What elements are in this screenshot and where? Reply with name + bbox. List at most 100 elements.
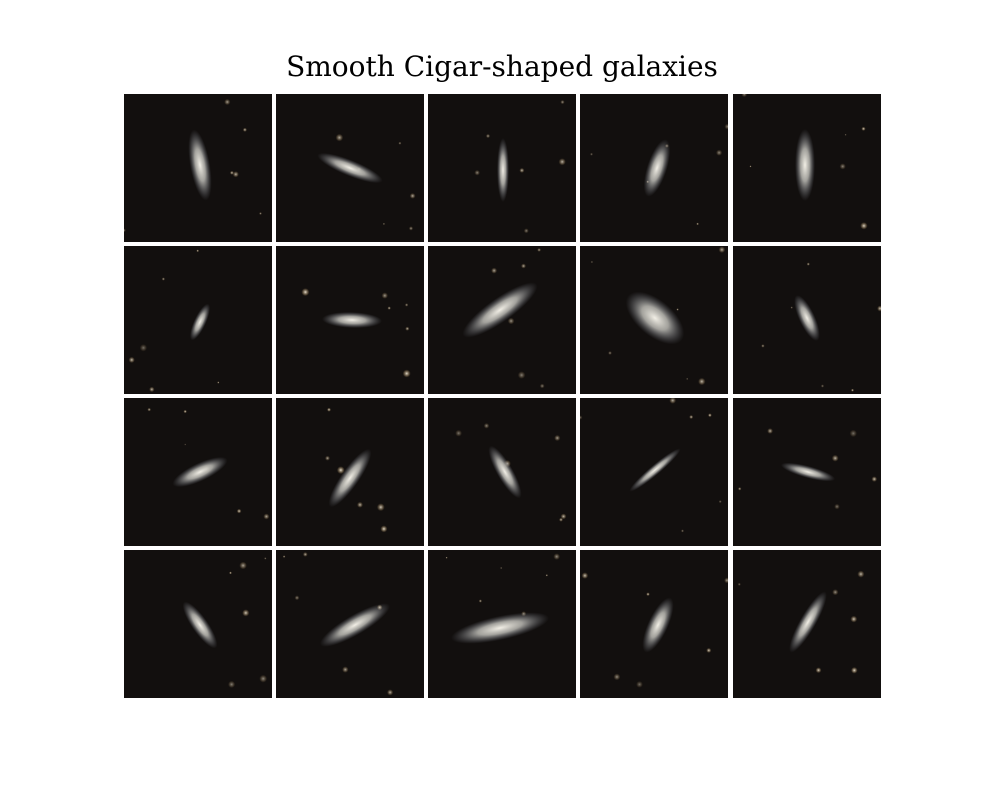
background-star <box>519 167 525 173</box>
background-star <box>539 383 545 389</box>
background-star <box>483 423 490 429</box>
background-star <box>857 570 865 578</box>
background-star <box>523 228 529 234</box>
galaxy <box>625 291 685 345</box>
background-star <box>521 263 526 269</box>
background-star <box>455 429 462 437</box>
background-star <box>741 94 748 98</box>
background-star <box>590 152 593 156</box>
background-star <box>183 409 187 414</box>
background-star <box>409 193 416 199</box>
galaxy-image <box>580 246 728 394</box>
background-star <box>839 163 846 170</box>
background-star <box>259 674 268 683</box>
background-star <box>236 508 242 514</box>
galaxy-image <box>428 94 576 242</box>
background-star <box>613 673 621 681</box>
background-star <box>327 407 331 412</box>
background-star <box>239 561 247 570</box>
background-star <box>357 501 363 508</box>
background-star <box>681 529 684 533</box>
background-star <box>560 513 567 520</box>
background-star <box>669 398 677 404</box>
background-star <box>387 306 391 310</box>
background-star <box>716 149 723 156</box>
background-star <box>676 308 679 311</box>
background-star <box>581 572 589 579</box>
background-star <box>706 647 712 653</box>
background-star <box>724 577 728 584</box>
galaxy <box>189 303 211 341</box>
background-star <box>646 592 650 596</box>
background-star <box>485 133 491 139</box>
background-star <box>232 171 239 178</box>
galaxy <box>188 129 212 201</box>
background-star <box>608 351 612 355</box>
galaxy <box>182 601 218 649</box>
background-star <box>831 454 839 462</box>
galaxy-image <box>428 398 576 546</box>
background-star <box>761 344 765 348</box>
galaxy <box>488 445 522 499</box>
background-star <box>224 98 231 106</box>
background-star <box>294 595 300 601</box>
background-star <box>474 169 480 176</box>
background-star <box>336 466 345 474</box>
galaxy <box>643 139 671 197</box>
background-star <box>718 500 722 504</box>
background-star <box>301 288 310 297</box>
background-star <box>738 487 742 491</box>
galaxy <box>629 448 681 492</box>
galaxy-image <box>124 398 272 546</box>
background-star <box>149 386 155 393</box>
background-star <box>228 680 236 688</box>
galaxy-image <box>580 550 728 698</box>
background-star <box>834 503 840 510</box>
galaxy-image <box>276 246 424 394</box>
galaxy <box>320 603 390 647</box>
background-star <box>184 443 187 446</box>
galaxy-image <box>428 246 576 394</box>
background-star <box>689 415 694 419</box>
image-grid <box>124 94 881 698</box>
background-star <box>553 553 560 560</box>
background-star <box>871 476 878 482</box>
background-star <box>708 413 712 418</box>
galaxy-image <box>733 398 881 546</box>
background-star <box>537 248 541 252</box>
background-star <box>408 226 414 231</box>
galaxy <box>795 129 815 201</box>
background-star <box>500 566 503 570</box>
background-star <box>860 222 868 230</box>
background-star <box>737 582 741 586</box>
background-star <box>844 133 847 136</box>
background-star <box>696 222 699 226</box>
galaxy <box>322 311 382 329</box>
background-star <box>380 525 388 533</box>
background-star <box>302 552 308 557</box>
background-star <box>229 571 232 575</box>
galaxy <box>451 612 549 644</box>
background-star <box>405 326 410 331</box>
galaxy-image <box>276 398 424 546</box>
galaxy-image <box>276 94 424 242</box>
galaxy <box>172 456 228 488</box>
background-star <box>636 681 643 688</box>
galaxy-image <box>733 94 881 242</box>
background-star <box>217 381 220 384</box>
background-star <box>282 555 286 558</box>
background-star <box>404 303 409 307</box>
background-star <box>580 415 583 420</box>
background-star <box>128 356 135 363</box>
background-star <box>335 133 344 142</box>
background-star <box>590 260 594 264</box>
background-star <box>850 615 858 623</box>
background-star <box>554 434 561 442</box>
background-star <box>376 503 385 512</box>
background-star <box>242 127 247 132</box>
background-star <box>724 123 728 130</box>
galaxy <box>794 295 820 341</box>
background-star <box>820 384 825 388</box>
background-star <box>147 407 151 412</box>
